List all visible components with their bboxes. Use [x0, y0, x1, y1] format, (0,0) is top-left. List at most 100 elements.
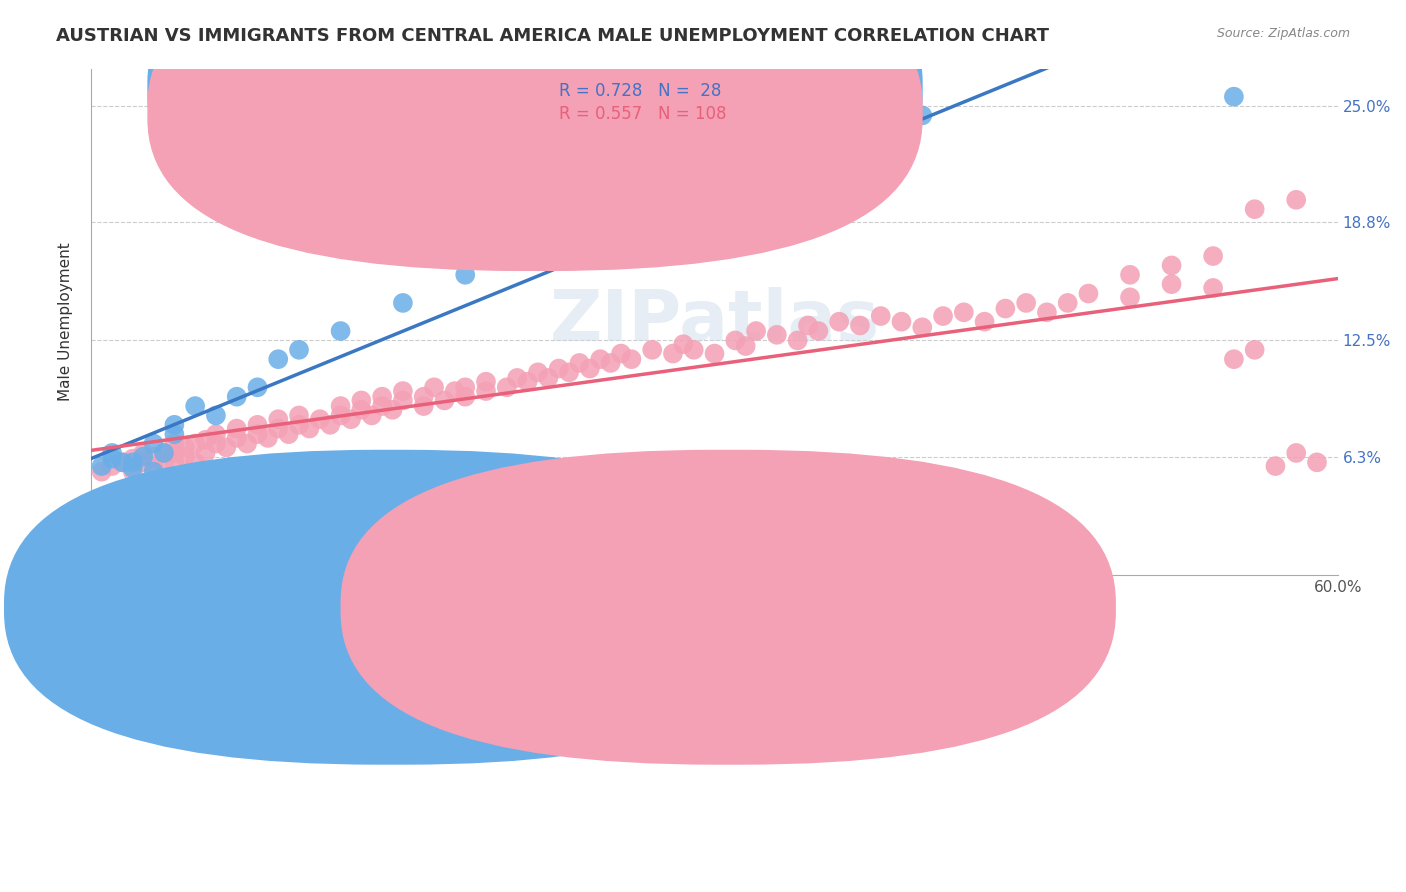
Immigrants from Central America [766, 327, 789, 342]
Immigrants from Central America [277, 427, 299, 442]
Text: R = 0.557   N = 108: R = 0.557 N = 108 [558, 105, 727, 123]
Immigrants from Central America [443, 384, 465, 398]
Immigrants from Central America [111, 455, 134, 469]
Immigrants from Central America [288, 417, 311, 432]
Austrians [121, 455, 143, 469]
Immigrants from Central America [703, 346, 725, 360]
Immigrants from Central America [1285, 446, 1308, 460]
Austrians [911, 108, 934, 122]
Immigrants from Central America [994, 301, 1017, 316]
Immigrants from Central America [163, 455, 186, 469]
Immigrants from Central America [423, 380, 446, 394]
Immigrants from Central America [153, 446, 176, 460]
Immigrants from Central America [1036, 305, 1059, 319]
Immigrants from Central America [184, 436, 207, 450]
Immigrants from Central America [797, 318, 820, 333]
FancyBboxPatch shape [4, 450, 779, 764]
Text: AUSTRIAN VS IMMIGRANTS FROM CENTRAL AMERICA MALE UNEMPLOYMENT CORRELATION CHART: AUSTRIAN VS IMMIGRANTS FROM CENTRAL AMER… [56, 27, 1049, 45]
Immigrants from Central America [392, 384, 415, 398]
Immigrants from Central America [329, 399, 352, 413]
Immigrants from Central America [205, 427, 228, 442]
Immigrants from Central America [475, 384, 498, 398]
Immigrants from Central America [547, 361, 569, 376]
Immigrants from Central America [1202, 249, 1225, 263]
Immigrants from Central America [1264, 459, 1286, 474]
Immigrants from Central America [225, 431, 247, 445]
Immigrants from Central America [173, 450, 195, 464]
Immigrants from Central America [807, 324, 830, 338]
Immigrants from Central America [132, 455, 155, 469]
Austrians [111, 455, 134, 469]
Immigrants from Central America [558, 365, 581, 379]
Immigrants from Central America [350, 402, 373, 417]
Immigrants from Central America [1056, 296, 1078, 310]
Immigrants from Central America [495, 380, 517, 394]
Immigrants from Central America [537, 371, 560, 385]
Immigrants from Central America [205, 436, 228, 450]
Austrians [184, 399, 207, 413]
Austrians [101, 451, 124, 466]
Austrians [153, 446, 176, 460]
Immigrants from Central America [1202, 281, 1225, 295]
Immigrants from Central America [1223, 352, 1246, 367]
Austrians [246, 380, 269, 394]
Austrians [163, 427, 186, 442]
Immigrants from Central America [257, 431, 280, 445]
Immigrants from Central America [1119, 268, 1142, 282]
Austrians [392, 296, 415, 310]
Immigrants from Central America [153, 455, 176, 469]
Immigrants from Central America [360, 409, 382, 423]
Text: Austrians: Austrians [467, 595, 538, 610]
Austrians [142, 436, 165, 450]
Immigrants from Central America [589, 352, 612, 367]
Immigrants from Central America [527, 365, 550, 379]
Immigrants from Central America [745, 324, 768, 338]
Text: Immigrants from Central America: Immigrants from Central America [735, 595, 993, 610]
Immigrants from Central America [849, 318, 872, 333]
Immigrants from Central America [298, 421, 321, 435]
Immigrants from Central America [682, 343, 704, 357]
Immigrants from Central America [288, 409, 311, 423]
Immigrants from Central America [319, 417, 342, 432]
Immigrants from Central America [724, 334, 747, 348]
Immigrants from Central America [734, 339, 756, 353]
Immigrants from Central America [568, 356, 591, 370]
Text: R = 0.728   N =  28: R = 0.728 N = 28 [558, 82, 721, 100]
Immigrants from Central America [953, 305, 976, 319]
Austrians [329, 324, 352, 338]
Immigrants from Central America [932, 309, 955, 323]
Immigrants from Central America [1119, 290, 1142, 304]
Immigrants from Central America [267, 421, 290, 435]
Austrians [599, 230, 621, 244]
Immigrants from Central America [620, 352, 643, 367]
Austrians [1223, 89, 1246, 103]
Immigrants from Central America [786, 334, 808, 348]
Immigrants from Central America [236, 436, 259, 450]
Immigrants from Central America [121, 451, 143, 466]
Immigrants from Central America [1243, 202, 1265, 216]
Immigrants from Central America [340, 412, 363, 426]
Immigrants from Central America [641, 343, 664, 357]
Austrians [454, 268, 477, 282]
Immigrants from Central America [246, 427, 269, 442]
Austrians [807, 118, 830, 132]
Immigrants from Central America [973, 315, 995, 329]
Immigrants from Central America [610, 346, 633, 360]
Immigrants from Central America [163, 446, 186, 460]
Immigrants from Central America [371, 399, 394, 413]
Immigrants from Central America [828, 315, 851, 329]
Immigrants from Central America [412, 399, 434, 413]
FancyBboxPatch shape [148, 0, 922, 271]
Austrians [142, 465, 165, 479]
Austrians [225, 390, 247, 404]
Immigrants from Central America [371, 390, 394, 404]
Immigrants from Central America [1306, 455, 1329, 469]
Austrians [90, 459, 112, 474]
Immigrants from Central America [163, 436, 186, 450]
Immigrants from Central America [308, 412, 330, 426]
FancyBboxPatch shape [340, 450, 1116, 764]
FancyBboxPatch shape [148, 0, 922, 248]
Immigrants from Central America [246, 417, 269, 432]
Immigrants from Central America [329, 409, 352, 423]
Immigrants from Central America [454, 380, 477, 394]
